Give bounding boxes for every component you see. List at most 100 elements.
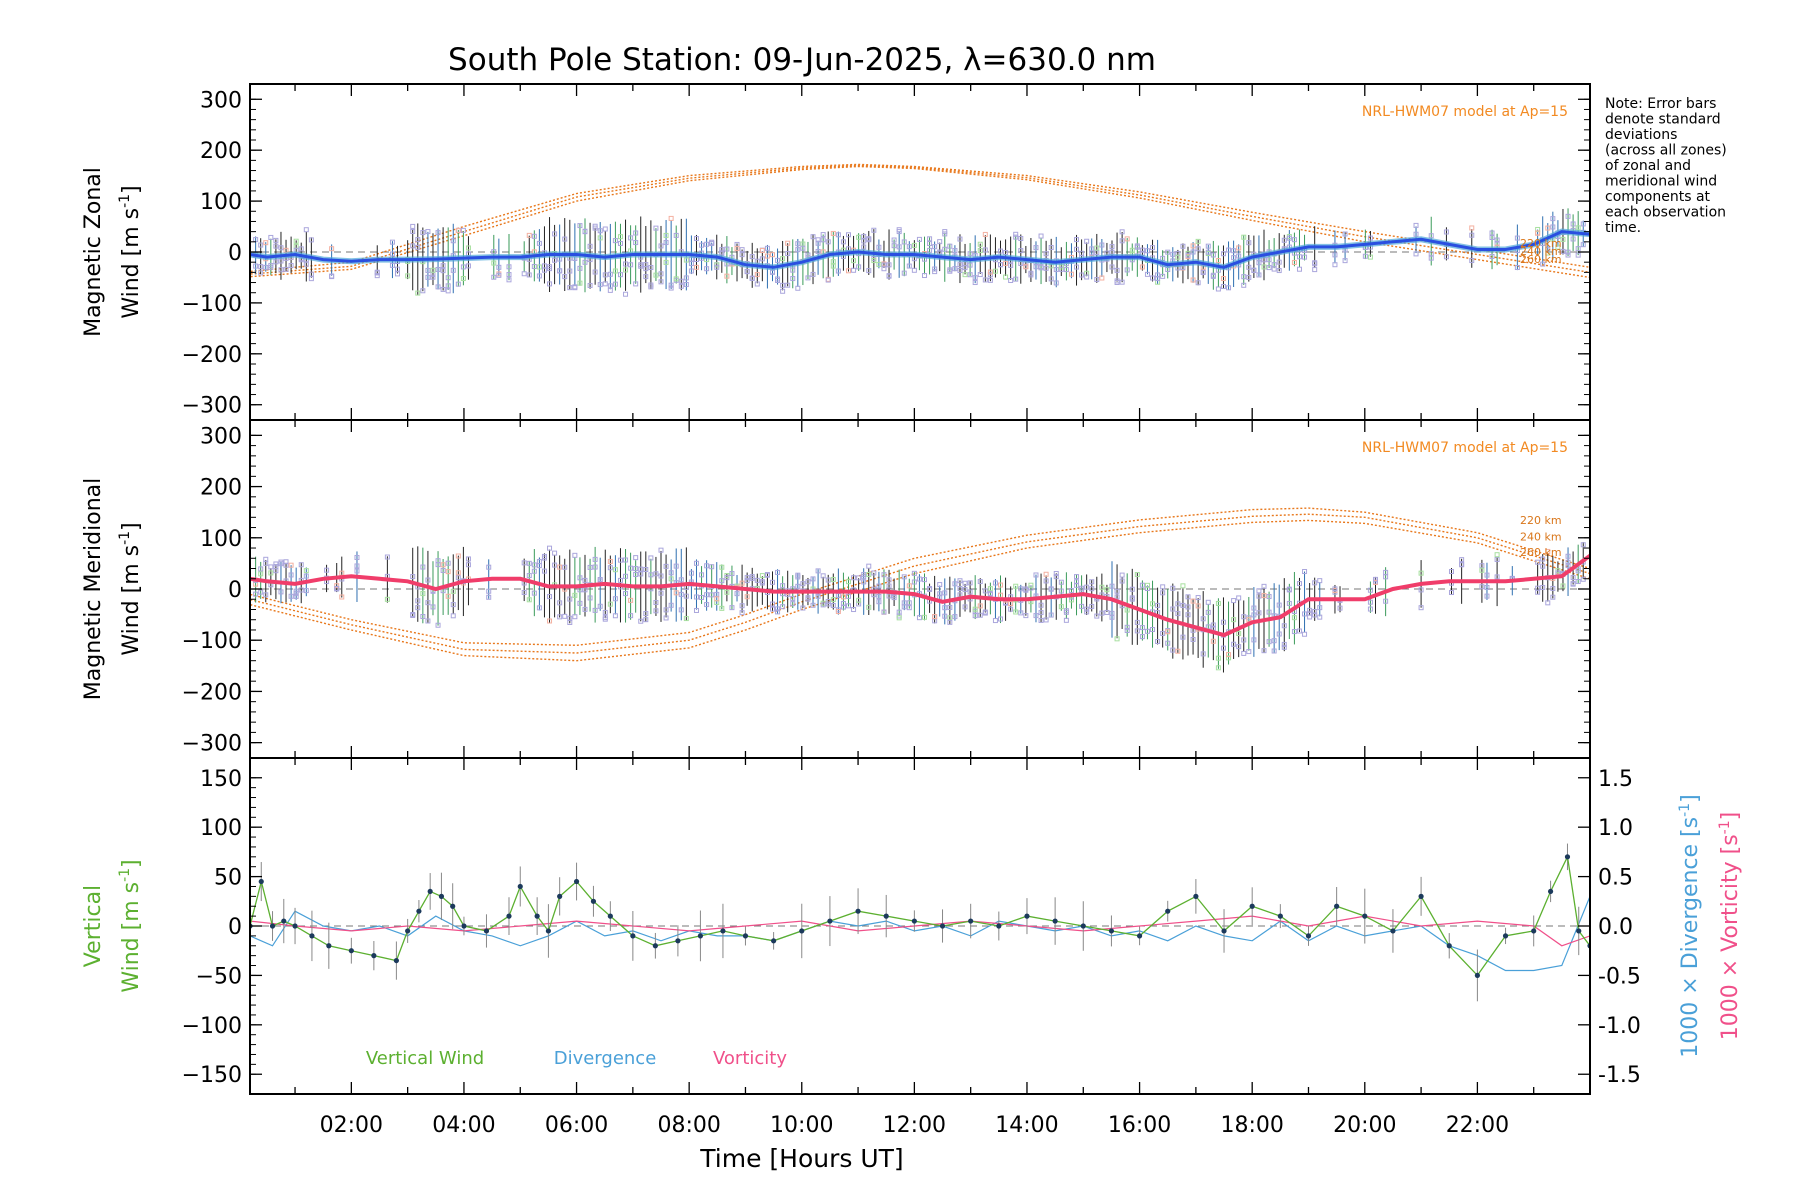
meridional-zone-point <box>623 557 629 563</box>
meridional-zone-point <box>455 570 461 576</box>
zonal-zone-point <box>1570 221 1576 227</box>
meridional-zone-point <box>455 575 461 581</box>
meridional-zone-point <box>1074 579 1080 585</box>
meridional-zone-point <box>303 573 309 579</box>
zonal-zone-point <box>582 259 588 265</box>
zonal-zone-point <box>1560 248 1566 254</box>
zonal-zone-point <box>754 272 760 278</box>
meridional-zone-point <box>303 568 309 574</box>
meridional-zone-point <box>714 596 720 602</box>
meridional-zone-point <box>597 603 603 609</box>
zonal-zone-point <box>1210 252 1216 258</box>
meridional-zone-point <box>1220 619 1226 625</box>
meridional-zone-point <box>1418 587 1424 593</box>
meridional-zone-point <box>683 593 689 599</box>
vertical-wind-point <box>1547 888 1554 895</box>
vertical-plot-area <box>250 843 1590 1002</box>
zonal-zone-point <box>724 246 730 252</box>
zonal-zone-point <box>1094 277 1100 283</box>
meridional-zone-point <box>982 609 988 615</box>
vertical-wind-point <box>405 928 411 934</box>
meridional-zone-point <box>1266 594 1272 600</box>
zonal-zone-point <box>597 228 603 234</box>
vertical-wind-point <box>1052 918 1058 924</box>
meridional-zone-point <box>602 615 608 621</box>
zonal-zone-point <box>992 268 998 274</box>
zonal-zone-point <box>1302 254 1308 260</box>
zonal-zone-point <box>673 276 679 282</box>
zonal-zone-point <box>541 267 547 273</box>
zonal-zone-point <box>547 281 553 287</box>
zonal-zone-point <box>1565 213 1571 219</box>
zonal-zone-point <box>531 233 537 239</box>
meridional-zone-point <box>288 572 294 578</box>
vertical-wind-point <box>348 948 354 954</box>
zonal-zone-point <box>1114 267 1120 273</box>
meridional-zone-point <box>1053 574 1059 580</box>
zonal-zone-point <box>536 240 542 246</box>
zonal-zone-point <box>871 227 877 233</box>
meridional-zone-point <box>1089 603 1095 609</box>
meridional-zone-point <box>952 614 958 620</box>
meridional-zone-point <box>1200 651 1206 657</box>
meridional-zone-point <box>977 579 983 585</box>
meridional-zone-point <box>1261 648 1267 654</box>
vertical-wind-point <box>281 918 287 924</box>
meridional-zone-point <box>724 589 730 595</box>
zonal-zone-point <box>278 245 284 251</box>
zonal-frame <box>249 83 1591 421</box>
zonal-zone-point <box>663 240 669 246</box>
meridional-zone-point <box>1124 607 1130 613</box>
meridional-zone-point <box>916 576 922 582</box>
meridional-zone-point <box>1256 610 1262 616</box>
zonal-zone-point <box>415 244 421 250</box>
meridional-zone-point <box>633 566 639 572</box>
meridional-zone-point <box>552 550 558 556</box>
zonal-zone-point <box>785 282 791 288</box>
zonal-zone-point <box>258 264 264 270</box>
meridional-zone-point <box>1033 572 1039 578</box>
meridional-zone-point <box>1484 572 1490 578</box>
meridional-zone-point <box>896 615 902 621</box>
zonal-zone-point <box>861 238 867 244</box>
zonal-zone-point <box>962 272 968 278</box>
meridional-zone-point <box>668 576 674 582</box>
zonal-zone-point <box>987 272 993 278</box>
meridional-zone-point <box>1241 614 1247 620</box>
zonal-zone-point <box>405 273 411 279</box>
meridional-zone-point <box>597 577 603 583</box>
meridional-zone-point <box>1038 610 1044 616</box>
meridional-zone-point <box>678 607 684 613</box>
meridional-zone-point <box>1372 578 1378 584</box>
meridional-zone-point <box>1124 624 1130 630</box>
vertical-wind-point <box>911 918 917 924</box>
zonal-zone-point <box>668 282 674 288</box>
meridional-zone-point <box>1058 604 1064 610</box>
meridional-zone-point <box>572 614 578 620</box>
zonal-zone-point <box>1291 237 1297 243</box>
meridional-zone-point <box>1580 542 1586 548</box>
zonal-zone-point <box>658 243 664 249</box>
meridional-zone-point <box>1535 585 1541 591</box>
zonal-zone-point <box>1428 255 1434 261</box>
zonal-zone-point <box>536 264 542 270</box>
zonal-zone-point <box>1236 253 1242 259</box>
zonal-y-tick-label: 0 <box>228 241 242 266</box>
meridional-zone-point <box>922 577 928 583</box>
zonal-zone-point <box>1246 264 1252 270</box>
zonal-zone-point <box>648 264 654 270</box>
zonal-zone-point <box>278 258 284 264</box>
zonal-zone-point <box>1535 226 1541 232</box>
meridional-zone-point <box>592 564 598 570</box>
zonal-zone-point <box>1003 250 1009 256</box>
meridional-zone-point <box>1312 608 1318 614</box>
meridional-zone-point <box>876 583 882 589</box>
zonal-zone-point <box>1469 258 1475 264</box>
meridional-zone-point <box>572 552 578 558</box>
vertical-wind-point <box>996 923 1002 929</box>
zonal-y-label-line2: Wind [m s-1] <box>117 185 144 318</box>
meridional-zone-point <box>1484 584 1490 590</box>
zonal-zone-point <box>1038 264 1044 270</box>
vertical-wind-point <box>393 957 399 964</box>
